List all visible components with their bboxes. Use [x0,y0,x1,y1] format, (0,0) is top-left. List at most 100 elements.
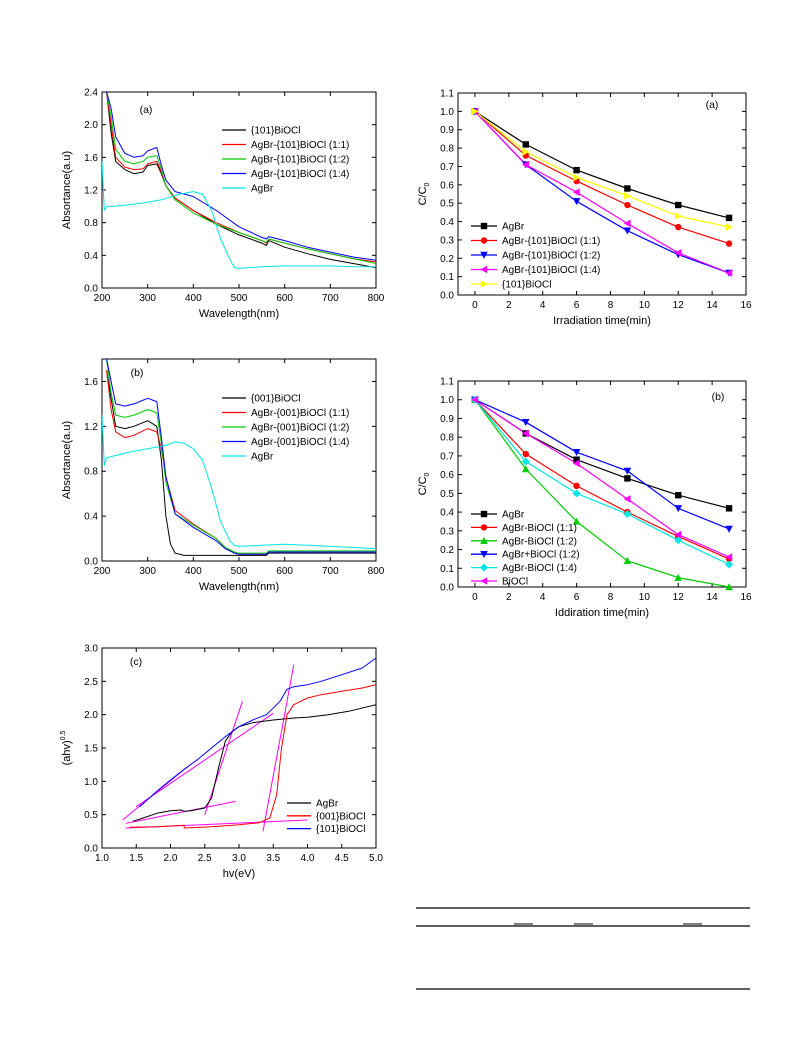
y-tick-label: 2.5 [84,677,98,688]
legend: AgBr{001}BiOCl {101}BiOCl [287,799,365,835]
x-tick-label: 400 [185,293,202,304]
series-line-3 [139,657,376,808]
series-line-2 [474,399,730,560]
y-tick-label: 0.3 [440,526,454,537]
legend: {101}BiOCl AgBr-{101}BiOCl (1:1) AgBr-{101… [222,126,349,195]
legend-marker [480,577,488,585]
y-tick-label: 0.0 [440,583,454,594]
x-tick-label: 200 [94,293,111,304]
y-tick-label: 0.9 [440,414,454,425]
y-tick-label: 0.0 [84,844,98,855]
x-tick-label: 700 [322,566,339,577]
x-tick-label: 500 [231,293,248,304]
series-line-6 [474,399,730,558]
data-point [674,505,683,513]
panel-label: (a) [706,99,719,111]
x-tick-label: 3.5 [266,853,280,864]
y-tick-label: 1.2 [84,186,98,197]
y-tick-label: 0.5 [84,810,98,821]
data-point [674,536,683,545]
data-point [573,166,580,174]
series-line-5 [474,110,730,228]
table-rules [416,907,750,990]
data-point [674,248,682,257]
y-tick-label: 0.0 [84,557,98,568]
x-tick-label: 10 [639,300,651,311]
legend-label: AgBr [251,452,274,463]
series-line-4 [106,92,376,261]
legend-label: AgBr-{101}BiOCl (1:1) [502,236,600,247]
y-tick-label: 0.8 [84,467,98,478]
legend-marker [480,524,488,531]
data-point [725,553,733,561]
data-point [674,573,683,581]
y-tick-label: 1.0 [440,395,454,406]
x-tick-label: 4 [540,300,546,311]
x-tick-label: 2 [506,300,512,311]
x-tick-label: 8 [608,592,614,603]
x-tick-label: 800 [368,566,385,577]
data-point [725,525,733,533]
legend-label: BiOCl [502,577,528,588]
series-line-4 [106,359,376,555]
series-group [102,359,376,556]
data-point [572,448,581,456]
x-tick-label: 16 [740,300,752,311]
data-point [522,147,530,156]
y-axis-label: C/C0 [417,472,431,495]
data-point [725,223,733,231]
y-tick-label: 0.5 [440,489,454,500]
legend-label: AgBr-{001}BiOCl (1:2) [251,423,349,434]
y-tick-label: 0.6 [440,180,454,191]
series-group [474,399,730,587]
series-line-5 [102,161,376,269]
y-tick-label: 0.0 [84,284,98,295]
data-point [522,141,529,148]
x-axis-label: Irradiation time(min) [553,315,651,327]
legend-label: AgBr-{101}BiOCl (1:2) [251,155,349,166]
y-tick-label: 1.0 [440,107,454,118]
data-point [624,192,632,200]
x-tick-label: 600 [276,293,293,304]
x-tick-label: 3.0 [232,853,246,864]
x-tick-label: 14 [707,592,719,603]
chart-deg_a: 0 2 4 6 8 10 12 14 16 0.0 0.1 0.2 0.3 0.4 0.5 0.6 0.7 0.8… [417,89,752,328]
data-point [623,495,631,503]
tangent-line [125,800,236,824]
series-line-2 [474,110,730,245]
x-axis-label: Iddiration time(min) [555,607,649,619]
data-point [623,467,632,475]
x-tick-label: 300 [139,293,156,304]
y-tick-label: 1.1 [440,89,454,100]
x-axis-label: Wavelength(nm) [199,581,279,593]
legend-label: {101}BiOCl [251,126,300,137]
y-tick-label: 0.4 [84,512,98,523]
data-point [521,160,529,169]
y-tick-label: 1.6 [84,153,98,164]
y-axis-label: Absortance(a.u) [61,421,73,499]
x-tick-label: 4.5 [335,853,349,864]
y-tick-label: 0.1 [440,272,454,283]
y-tick-label: 0.0 [440,291,454,302]
y-tick-label: 0.1 [440,564,454,575]
series-group [122,657,376,832]
series-line-1 [106,370,376,556]
series-line-1 [474,110,730,219]
legend-label: AgBr-{001}BiOCl (1:1) [251,408,349,419]
data-point [573,482,580,490]
legend-marker [480,280,488,288]
plot-frame [101,358,377,562]
legend-label: {101}BiOCl [316,824,365,835]
x-tick-label: 10 [639,592,651,603]
x-tick-label: 5.0 [369,853,383,864]
data-point [725,505,733,512]
legend-label: AgBr-BiOCl (1:2) [502,536,577,547]
data-point [623,556,632,564]
y-tick-label: 0.6 [440,470,454,481]
y-tick-label: 3.0 [84,644,98,655]
data-point [522,450,529,458]
y-tick-label: 0.8 [440,144,454,155]
tangent-line [204,701,243,815]
legend: {001}BiOCl AgBr-{001}BiOCl (1:1) AgBr-{001… [222,394,349,463]
